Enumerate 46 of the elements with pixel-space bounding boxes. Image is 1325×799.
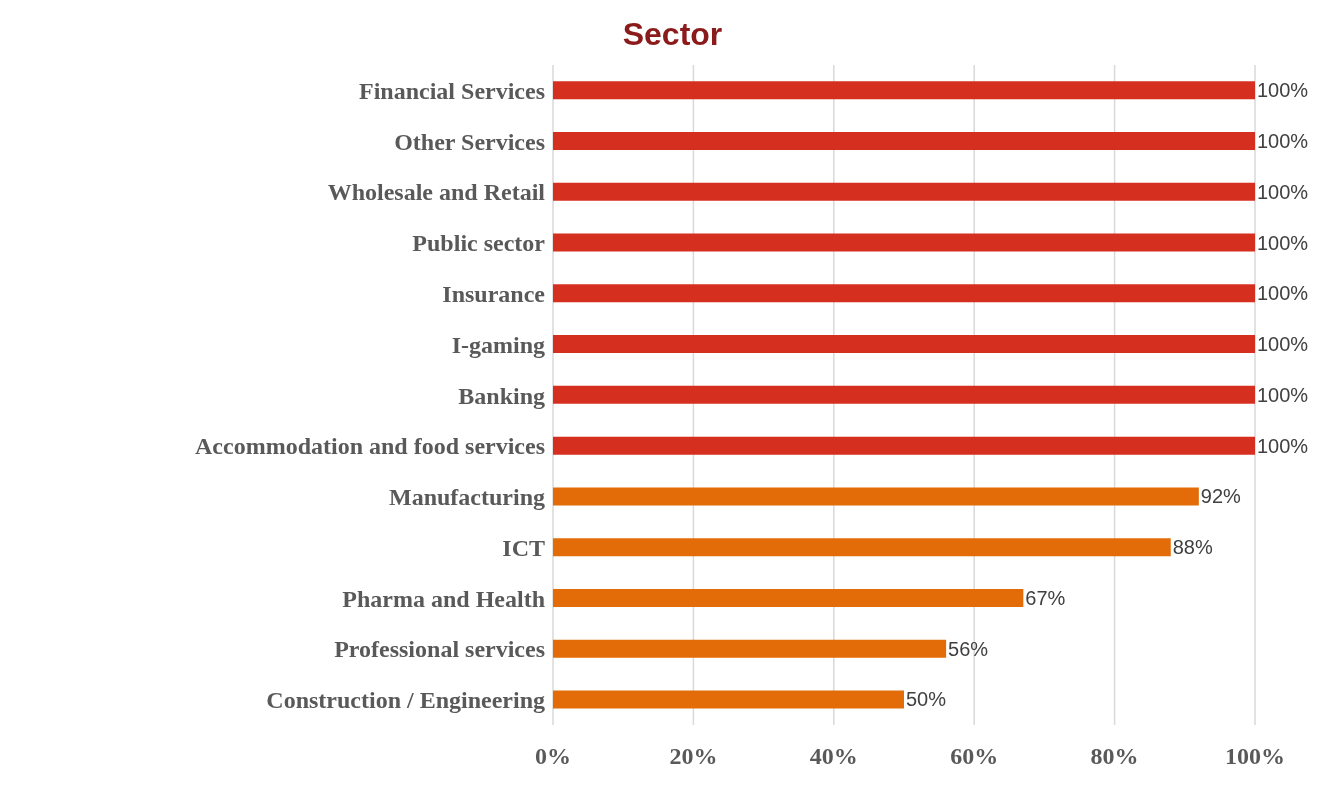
data-label: 92% xyxy=(1200,485,1242,508)
y-tick-label: Insurance xyxy=(442,280,546,307)
data-label: 100% xyxy=(1257,79,1309,102)
y-tick-label: ICT xyxy=(502,534,545,561)
y-tick-label: Banking xyxy=(458,382,545,409)
bar xyxy=(553,233,1255,252)
data-label: 100% xyxy=(1257,130,1309,153)
y-tick-label: Accommodation and food services xyxy=(195,433,545,460)
bar xyxy=(553,639,947,658)
x-tick-label: 100% xyxy=(1225,743,1285,770)
data-label: 67% xyxy=(1025,586,1066,609)
y-tick-label: Public sector xyxy=(412,230,546,257)
bar xyxy=(553,335,1255,354)
y-tick-label: Professional services xyxy=(334,636,545,663)
bar xyxy=(553,690,904,709)
bar xyxy=(553,132,1255,151)
y-tick-label: Financial Services xyxy=(359,77,545,104)
y-tick-label: Wholesale and Retail xyxy=(327,179,546,206)
data-label: 56% xyxy=(948,637,989,660)
x-tick-label: 60% xyxy=(950,743,999,770)
bar xyxy=(553,182,1255,201)
x-tick-label: 40% xyxy=(809,743,858,770)
y-tick-label: Construction / Engineering xyxy=(266,687,545,714)
data-label: 50% xyxy=(906,688,947,711)
bar xyxy=(553,538,1171,557)
y-tick-label: Other Services xyxy=(394,128,545,155)
data-label: 88% xyxy=(1172,536,1214,559)
x-tick-label: 0% xyxy=(535,743,571,770)
data-label: 100% xyxy=(1257,231,1309,254)
y-tick-label: I-gaming xyxy=(451,331,545,358)
bar xyxy=(553,588,1024,607)
bar xyxy=(553,487,1199,506)
x-tick-label: 80% xyxy=(1090,743,1139,770)
data-label: 100% xyxy=(1257,282,1309,305)
chart-title: Sector xyxy=(621,15,724,54)
data-label: 100% xyxy=(1257,333,1309,356)
y-tick-label: Manufacturing xyxy=(389,484,545,511)
y-tick-label: Pharma and Health xyxy=(342,585,545,612)
bar xyxy=(553,436,1255,455)
data-label: 100% xyxy=(1257,180,1309,203)
bar xyxy=(553,81,1255,100)
x-tick-label: 20% xyxy=(669,743,718,770)
data-label: 100% xyxy=(1257,383,1309,406)
data-label: 100% xyxy=(1257,434,1309,457)
bar xyxy=(553,284,1255,303)
bar xyxy=(553,385,1255,404)
